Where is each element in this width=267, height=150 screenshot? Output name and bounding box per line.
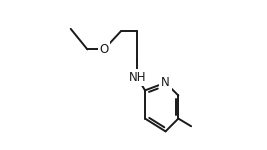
Text: NH: NH [129, 71, 146, 84]
Text: N: N [161, 76, 170, 89]
Text: O: O [99, 43, 109, 56]
